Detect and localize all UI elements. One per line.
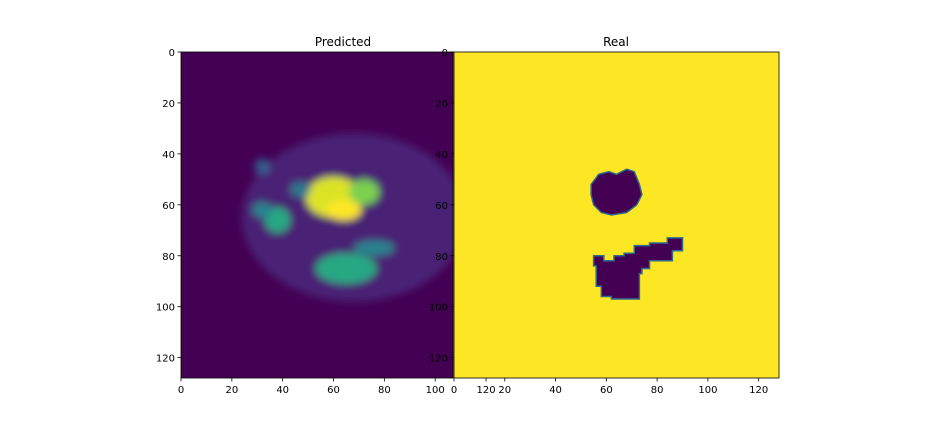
real-ytick-label: 120: [429, 354, 448, 365]
real-axes: 0 20 40 60 80 100 120 0 20 40 60 80 100 120: [429, 48, 780, 396]
predicted-blob: [325, 199, 362, 221]
real-image-background: [454, 52, 779, 378]
real-xtick-label: 60: [600, 385, 613, 396]
real-mask-regions: [590, 168, 684, 300]
predicted-xtick-label: 20: [225, 385, 238, 396]
real-xtick-label: 80: [651, 385, 664, 396]
predicted-ytick-label: 60: [162, 201, 175, 212]
real-xtick-label: 0: [451, 385, 457, 396]
predicted-xtick-label: 100: [426, 385, 445, 396]
real-xtick-label: 40: [549, 385, 562, 396]
predicted-blob: [348, 179, 380, 205]
real-panel: Real 0 20 40 60 80 100 120 0 20 40 60 80 100 120: [429, 35, 780, 396]
predicted-ytick-label: 100: [156, 303, 175, 314]
predicted-blob: [254, 158, 270, 175]
real-xtick-label: 120: [749, 385, 768, 396]
real-ytick-label: 100: [429, 303, 448, 314]
real-ytick-label: 80: [435, 252, 448, 263]
predicted-xtick-label: 80: [378, 385, 391, 396]
real-ytick-label: 40: [435, 150, 448, 161]
real-ytick-label: 20: [435, 99, 448, 110]
real-title: Real: [603, 35, 629, 49]
predicted-xtick-label: 40: [276, 385, 289, 396]
predicted-xtick-label: 0: [178, 385, 184, 396]
predicted-blob: [315, 253, 377, 284]
predicted-xtick-label: 60: [327, 385, 340, 396]
predicted-ytick-label: 0: [169, 48, 175, 59]
predicted-heatmap-blobs: [242, 133, 453, 302]
real-xtick-label: 20: [498, 385, 511, 396]
predicted-blob: [264, 207, 291, 233]
predicted-xtick-label: 120: [476, 385, 495, 396]
predicted-panel: Predicted 0 20 40 60 80 100 120 0 20 40 60 80 100 120: [156, 35, 496, 396]
predicted-blob: [353, 240, 395, 256]
predicted-blob: [252, 202, 273, 218]
real-frame: [453, 51, 780, 379]
predicted-ytick-label: 80: [162, 252, 175, 263]
predicted-blob: [290, 181, 311, 198]
real-mask-region: [592, 237, 684, 300]
real-ytick-label: 0: [442, 48, 448, 59]
predicted-ytick-label: 40: [162, 150, 175, 161]
predicted-ytick-label: 120: [156, 354, 175, 365]
predicted-ytick-label: 20: [162, 99, 175, 110]
real-ytick-label: 60: [435, 201, 448, 212]
real-mask-region: [590, 168, 643, 216]
predicted-axes: 0 20 40 60 80 100 120 0 20 40 60 80 100 120: [156, 48, 496, 396]
predicted-title: Predicted: [315, 35, 371, 49]
real-xtick-label: 100: [698, 385, 717, 396]
predicted-frame: [180, 51, 454, 379]
